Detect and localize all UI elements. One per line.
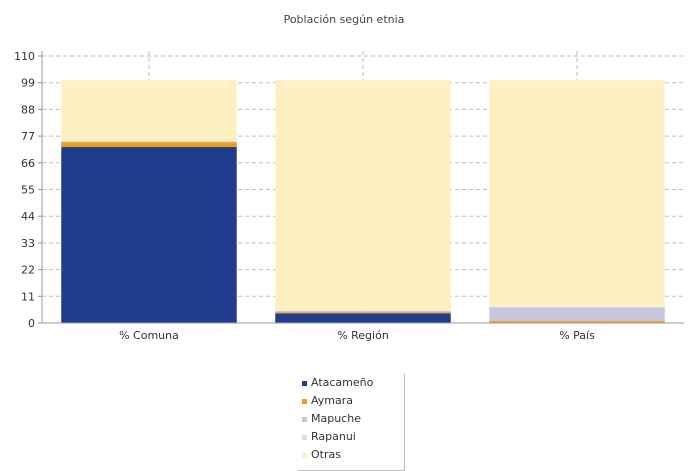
bar-segment: [275, 80, 451, 311]
legend-label: Rapanui: [311, 430, 356, 443]
legend-item: Atacameño: [302, 376, 373, 389]
x-tick-label: % Región: [337, 329, 389, 342]
axes: 0 11 22 33 44 55 66 77 88 99 110 % Comuna % Región % …: [14, 50, 684, 342]
legend-swatch: [302, 416, 307, 422]
legend-swatch: [302, 398, 307, 404]
bar-segment: [489, 80, 665, 307]
y-tick-label: 99: [21, 77, 35, 90]
x-tick-label: % País: [559, 329, 595, 342]
x-tick-label: % Comuna: [119, 329, 179, 342]
bar-segment: [61, 80, 237, 142]
legend-item: Mapuche: [302, 412, 361, 425]
bar-segment: [489, 307, 665, 322]
legend-label: Atacameño: [311, 376, 374, 389]
bar-segment: [275, 310, 451, 313]
legend-item: Aymara: [302, 394, 353, 407]
chart-title: Población según etnia: [284, 13, 405, 26]
y-tick-label: 88: [21, 103, 35, 116]
y-tick-label: 55: [21, 184, 35, 197]
bar-segment: [275, 313, 451, 323]
y-tick-label: 0: [28, 317, 35, 330]
y-tick-label: 44: [21, 210, 35, 223]
bar-segment: [275, 312, 451, 314]
bar-segment: [61, 141, 237, 143]
bar-segment: [61, 142, 237, 148]
legend-label: Aymara: [311, 394, 354, 407]
legend-label: Otras: [311, 448, 341, 461]
y-tick-label: 66: [21, 157, 35, 170]
legend: Atacameño Aymara Mapuche Rapanui Otras: [298, 374, 405, 471]
legend-label: Mapuche: [311, 412, 361, 425]
legend-item: Otras: [302, 448, 341, 461]
legend-swatch: [302, 380, 307, 386]
legend-item: Rapanui: [302, 430, 356, 443]
legend-swatch: [302, 434, 307, 440]
legend-swatch: [302, 452, 307, 458]
y-tick-label: 11: [21, 290, 35, 303]
bars: [61, 80, 665, 323]
bar-segment: [489, 321, 665, 323]
y-tick-label: 22: [21, 264, 35, 277]
y-tick-label: 110: [14, 50, 35, 63]
y-tick-label: 77: [21, 130, 35, 143]
y-tick-label: 33: [21, 237, 35, 250]
bar-segment: [61, 147, 237, 323]
